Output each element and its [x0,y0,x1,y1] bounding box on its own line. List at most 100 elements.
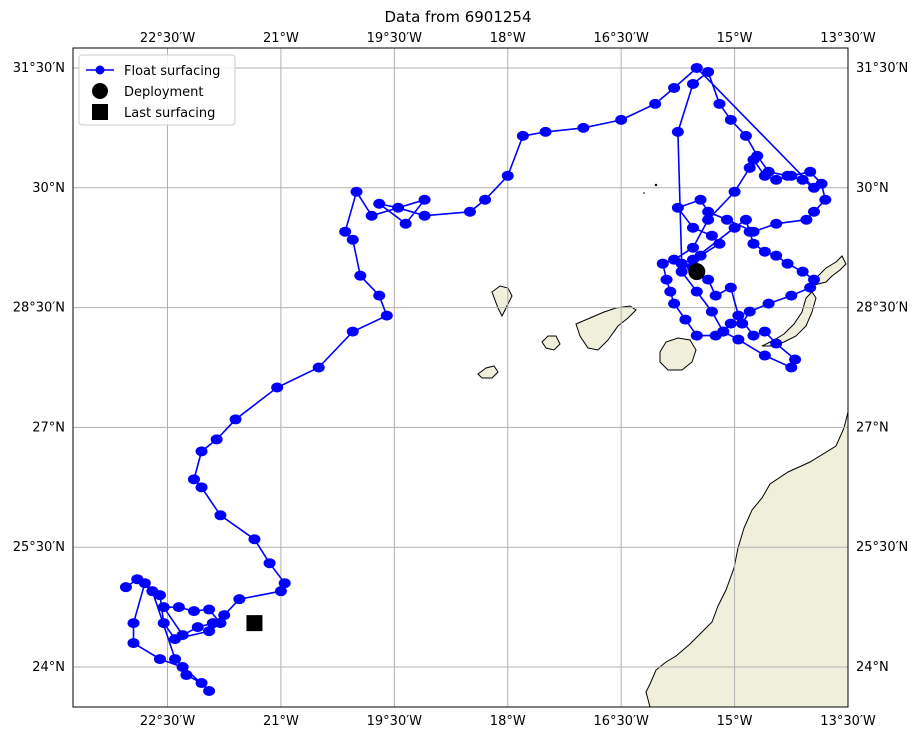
surfacing-point-18 [728,222,741,233]
surfacing-point-101 [271,382,284,393]
tick-label-right-0: 24°N [856,660,889,675]
surfacing-point-56 [747,226,760,237]
surfacing-point-88 [392,202,405,213]
surfacing-point-106 [195,482,208,493]
island-fuerteventura [761,291,817,347]
surfacing-point-84 [501,170,514,181]
surfacing-point-121 [214,618,227,629]
surfacing-point-94 [339,226,352,237]
surfacing-point-134 [169,654,182,665]
surfacing-point-99 [346,326,359,337]
surfacing-point-34 [709,330,722,341]
tick-label-right-5: 31°30′N [856,61,908,76]
surfacing-point-109 [263,558,276,569]
tick-label-bottom-0: 22°30′W [140,714,196,729]
surfacing-point-66 [671,126,684,137]
surfacing-point-3 [709,290,722,301]
tick-label-left-0: 24°N [32,660,65,675]
track-layer [119,62,832,697]
surfacing-point-68 [702,66,715,77]
surfacing-point-40 [656,258,669,269]
surfacing-point-81 [577,122,590,133]
surfacing-point-44 [728,186,741,197]
surfacing-point-128 [127,638,140,649]
surfacing-point-76 [807,182,820,193]
surfacing-point-85 [479,194,492,205]
surfacing-point-35 [690,330,703,341]
tick-label-top-0: 22°30′W [140,31,196,46]
tick-label-bottom-3: 18°W [490,714,526,729]
tick-label-bottom-2: 19°30′W [367,714,423,729]
surfacing-point-45 [743,162,756,173]
surfacing-point-73 [762,166,775,177]
legend-label-2: Last surfacing [124,106,215,121]
surfacing-point-11 [758,350,771,361]
surfacing-point-89 [373,198,386,209]
deployment-marker [688,263,706,281]
last-surfacing-marker [246,615,263,632]
tick-label-right-1: 25°30′N [856,540,908,555]
tick-label-left-5: 31°30′N [13,61,65,76]
surfacing-point-53 [807,206,820,217]
tick-label-top-5: 15°W [717,31,753,46]
surfacing-point-137 [119,582,132,593]
tick-label-left-4: 30°N [32,181,65,196]
tick-label-top-1: 21°W [263,31,299,46]
surfacing-point-78 [668,82,681,93]
tick-label-bottom-5: 15°W [717,714,753,729]
tick-label-bottom-6: 13°30′W [820,714,876,729]
surfacing-point-24 [781,258,794,269]
surfacing-point-107 [214,510,227,521]
tick-label-top-4: 16°30′W [593,31,649,46]
surfacing-point-48 [770,174,783,185]
tick-label-left-1: 25°30′N [13,540,65,555]
surfacing-point-102 [229,414,242,425]
island-lanzarote [810,255,847,287]
surfacing-point-119 [187,606,200,617]
island-la-palma [491,285,513,318]
legend-box [78,54,236,126]
surfacing-point-10 [785,362,798,373]
surfacing-point-58 [702,206,715,217]
surfacing-point-37 [668,298,681,309]
surfacing-point-120 [203,604,216,615]
surfacing-point-8 [770,338,783,349]
surfacing-point-135 [146,586,159,597]
surfacing-point-57 [721,214,734,225]
surfacing-point-22 [758,246,771,257]
surfacing-point-25 [796,266,809,277]
tick-label-right-3: 28°30′N [856,301,908,316]
surfacing-point-54 [800,214,813,225]
surfacing-point-9 [789,354,802,365]
surfacing-point-112 [233,594,246,605]
surfacing-point-92 [365,210,378,221]
surfacing-point-129 [153,654,166,665]
legend-swatch-square [92,104,108,120]
surfacing-point-83 [516,130,529,141]
map-title: Data from 6901254 [384,8,531,26]
surfacing-point-80 [615,114,628,125]
surfacing-point-82 [539,126,552,137]
legend-label-1: Deployment [124,85,204,100]
islet-salvage-small [643,192,645,194]
surfacing-point-132 [195,678,208,689]
surfacing-point-29 [762,298,775,309]
surfacing-point-122 [203,626,216,637]
surfacing-point-28 [785,290,798,301]
surfacing-point-71 [739,130,752,141]
surfacing-point-39 [660,274,673,285]
surfacing-point-130 [176,662,189,673]
surfacing-point-74 [781,170,794,181]
surfacing-point-27 [804,282,817,293]
africa-coastline [645,411,848,707]
surfacing-point-103 [210,434,223,445]
surfacing-point-86 [463,206,476,217]
surfacing-point-123 [169,634,182,645]
surfacing-point-50 [804,166,817,177]
surfacing-point-108 [248,534,261,545]
island-la-gomera [541,335,561,351]
surfacing-point-115 [191,622,204,633]
surfacing-point-15 [690,286,703,297]
surfacing-point-21 [747,238,760,249]
island-gran-canaria [659,337,697,371]
